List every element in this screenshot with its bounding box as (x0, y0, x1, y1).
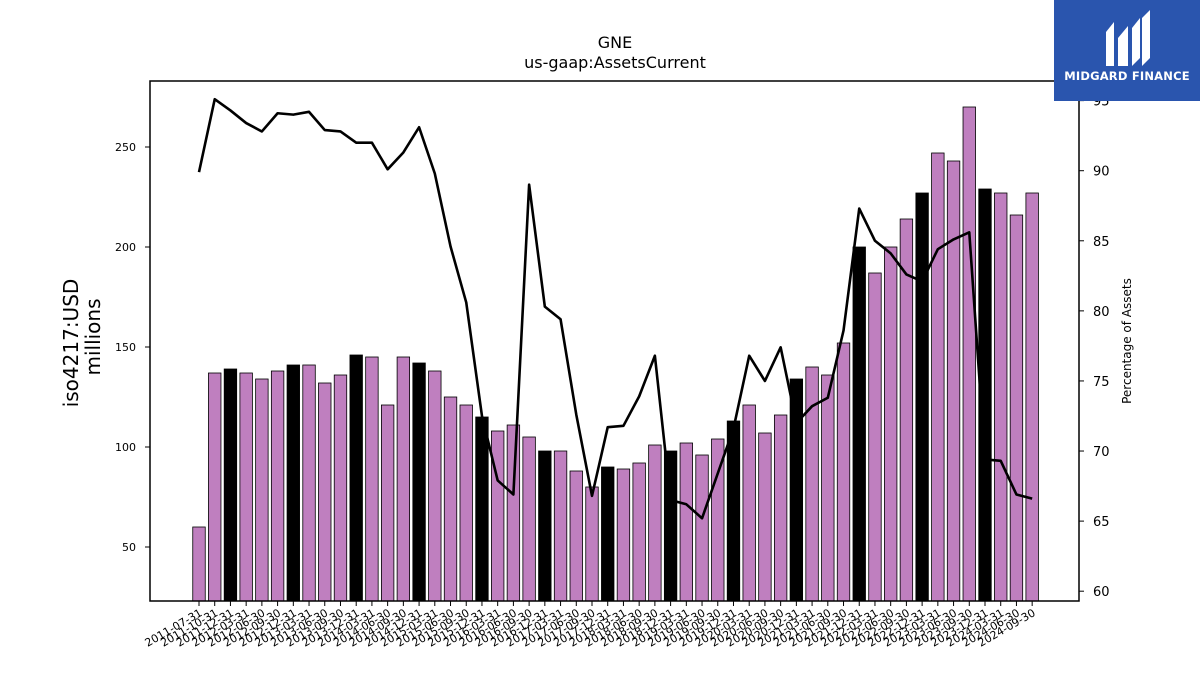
bar (962, 106, 976, 602)
bar (915, 192, 929, 602)
y-tick-label: 200 (115, 241, 136, 254)
y-tick-label: 50 (122, 541, 136, 554)
bar (773, 414, 788, 602)
bar (491, 430, 505, 602)
bar (208, 372, 222, 602)
y2-tick-label: 70 (1093, 445, 1110, 460)
bar (475, 416, 489, 602)
bar (1025, 192, 1039, 602)
y2-axis-label: Percentage of Assets (1120, 278, 1134, 404)
percentage-line-series (197, 97, 1033, 520)
y2-tick-label: 60 (1093, 585, 1110, 600)
bar (836, 342, 851, 602)
chart-subtitle: us-gaap:AssetsCurrent (524, 53, 706, 72)
tick-labels: 5010015020025060657075808590952011-07-31… (115, 95, 1110, 650)
y2-tick-label: 65 (1093, 515, 1110, 530)
bar (679, 442, 693, 602)
bar (648, 444, 662, 602)
y2-tick-label: 85 (1093, 235, 1110, 250)
y2-tick-label: 90 (1093, 165, 1110, 180)
bar (380, 404, 395, 602)
bar (192, 526, 206, 602)
bar (286, 364, 300, 602)
bar (538, 450, 552, 602)
bar (884, 246, 898, 602)
bar (663, 450, 678, 602)
bar (994, 192, 1008, 602)
bar (868, 272, 882, 602)
bar (506, 424, 521, 602)
bar (569, 470, 583, 602)
logo-mark-icon (1106, 10, 1150, 66)
bar (946, 160, 961, 602)
y-tick-label: 100 (115, 441, 136, 454)
bar (428, 370, 442, 602)
bar (333, 374, 348, 602)
bar (522, 436, 536, 602)
bar (412, 362, 426, 602)
plot-frame (149, 80, 1080, 602)
bar (601, 466, 615, 602)
bar (443, 396, 458, 602)
bar (1009, 214, 1024, 602)
bar (758, 432, 772, 602)
y-axis-label-line1: iso4217:USD (59, 279, 83, 408)
bar-series (192, 106, 1039, 602)
midgard-finance-logo: MIDGARD FINANCE (1054, 0, 1200, 101)
bar (805, 366, 819, 602)
bar (585, 486, 599, 602)
bar (742, 404, 756, 602)
bar (821, 374, 835, 602)
bar (789, 378, 804, 602)
bar (852, 246, 866, 602)
bar (302, 364, 316, 602)
bar (365, 356, 379, 602)
y-axis-label-line2: millions (81, 298, 105, 375)
bar (459, 404, 473, 602)
bar (632, 462, 646, 602)
bar (931, 152, 945, 602)
bar (349, 354, 363, 602)
y2-tick-label: 80 (1093, 305, 1110, 320)
y-tick-label: 150 (115, 341, 136, 354)
y-tick-label: 250 (115, 141, 136, 154)
bar (396, 356, 411, 602)
y2-tick-label: 75 (1093, 375, 1110, 390)
bar (553, 450, 568, 602)
logo-brand-text: MIDGARD FINANCE (1064, 69, 1190, 83)
bar (223, 368, 238, 602)
percentage-line (197, 97, 1033, 520)
bar (616, 468, 631, 602)
bar (318, 382, 332, 602)
bar (695, 454, 709, 602)
bar (239, 372, 253, 602)
bar (255, 378, 269, 602)
axes (145, 80, 1084, 606)
chart-title: GNE (598, 33, 632, 52)
bar (270, 370, 285, 602)
bar (726, 420, 741, 602)
